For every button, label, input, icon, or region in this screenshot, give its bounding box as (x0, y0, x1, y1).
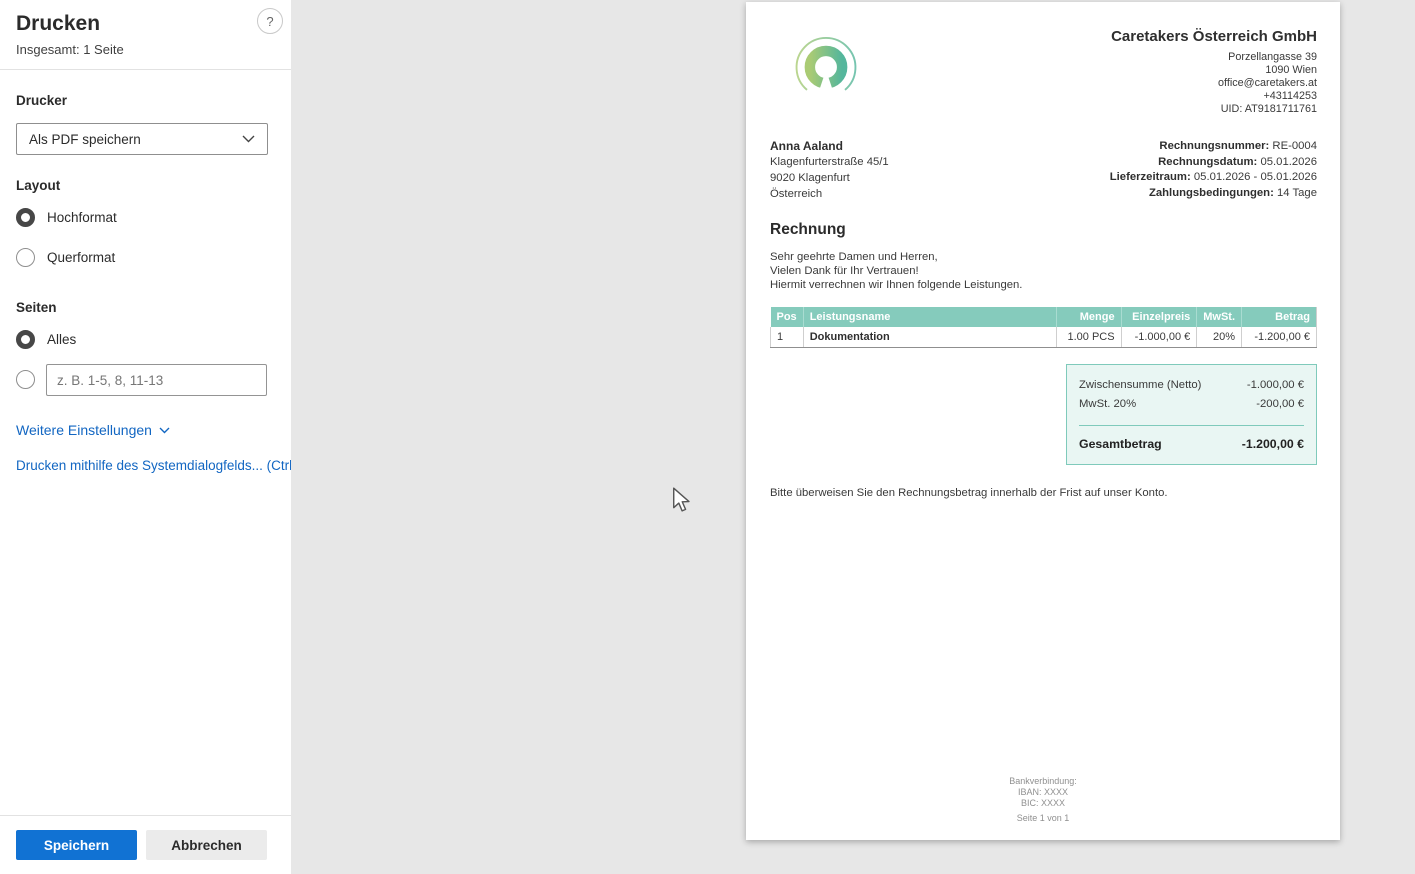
recipient-address-line: 9020 Klagenfurt (770, 171, 850, 184)
invoice-number-label: Rechnungsnummer: (1159, 140, 1270, 152)
document-footer: Bankverbindung: IBAN: XXXX BIC: XXXX Sei… (746, 776, 1340, 824)
pages-section-label: Seiten (16, 300, 57, 315)
print-dialog-sidebar: Drucken Insgesamt: 1 Seite ? Drucker Als… (0, 0, 291, 874)
subtotal-value: -1.000,00 € (1246, 379, 1304, 391)
vat-row: MwSt. 20% -200,00 € (1079, 395, 1304, 414)
footer-iban: IBAN: XXXX (1017, 786, 1069, 797)
radio-landscape-label: Querformat (47, 250, 116, 265)
delivery-period-label: Lieferzeitraum: (1109, 171, 1191, 184)
invoice-number-row: Rechnungsnummer: RE-0004 (1110, 139, 1317, 155)
help-button[interactable]: ? (257, 8, 283, 34)
line-items-table: Pos Leistungsname Menge Einzelpreis MwSt… (770, 307, 1317, 348)
payment-terms-value: 14 Tage (1273, 186, 1317, 199)
more-settings-link[interactable]: Weitere Einstellungen (16, 422, 170, 438)
radio-unselected-icon (16, 370, 35, 389)
divider (1079, 425, 1304, 426)
radio-portrait-label: Hochformat (47, 210, 117, 225)
cell-name: Dokumentation (802, 327, 1057, 348)
grand-total-value: -1.200,00 € (1241, 437, 1304, 451)
footer-line: Bankverbindung: (1009, 776, 1077, 786)
divider (0, 815, 291, 816)
system-dialog-label: Drucken mithilfe des Systemdialogfelds..… (16, 458, 291, 473)
radio-unselected-icon (16, 248, 35, 267)
footer-bic: BIC: XXXX (1020, 797, 1065, 808)
dialog-title: Drucken (16, 12, 101, 35)
grand-total-row: Gesamtbetrag -1.200,00 € (1079, 437, 1304, 451)
company-phone: +43114253 (1263, 90, 1317, 102)
cell-qty: 1.00 PCS (1055, 327, 1122, 348)
recipient-address-line: Klagenfurterstraße 45/1 (770, 156, 889, 168)
layout-section-label: Layout (16, 178, 61, 193)
delivery-period-row: Lieferzeitraum: 05.01.2026 - 05.01.2026 (1110, 170, 1317, 186)
radio-page-range[interactable] (16, 370, 35, 389)
table-row: 1 Dokumentation 1.00 PCS -1.000,00 € 20%… (770, 327, 1317, 348)
payment-note: Bitte überweisen Sie den Rechnungsbetrag… (770, 487, 1168, 499)
mouse-cursor-icon (673, 487, 690, 512)
recipient-block: Anna Aaland Klagenfurterstraße 45/1 9020… (770, 138, 889, 202)
radio-selected-icon (16, 330, 35, 349)
recipient-name: Anna Aaland (770, 139, 843, 153)
divider (0, 69, 291, 70)
printer-selected-value: Als PDF speichern (29, 131, 141, 147)
grand-total-label: Gesamtbetrag (1079, 437, 1162, 451)
cell-unit-price: -1.000,00 € (1120, 327, 1197, 348)
cell-pos: 1 (770, 327, 804, 348)
page-number-label: Seite 1 von 1 (1016, 813, 1070, 824)
vat-label: MwSt. 20% (1079, 397, 1137, 410)
invoice-document: Caretakers Österreich GmbH Porzellangass… (746, 2, 1340, 840)
radio-portrait[interactable]: Hochformat (16, 208, 117, 227)
cancel-button[interactable]: Abbrechen (146, 830, 267, 860)
payment-terms-label: Zahlungsbedingungen: (1148, 186, 1274, 199)
printer-section-label: Drucker (16, 93, 68, 108)
intro-line: Sehr geehrte Damen und Herren, (770, 251, 938, 263)
company-address-line: 1090 Wien (1265, 64, 1317, 76)
radio-all-pages[interactable]: Alles (16, 330, 76, 349)
payment-terms-row: Zahlungsbedingungen: 14 Tage (1110, 186, 1317, 202)
invoice-date-value: 05.01.2026 (1257, 155, 1317, 168)
totals-box: Zwischensumme (Netto) -1.000,00 € MwSt. … (1066, 364, 1317, 465)
col-header-qty: Menge (1055, 307, 1122, 327)
table-header-row: Pos Leistungsname Menge Einzelpreis MwSt… (770, 307, 1317, 327)
invoice-date-label: Rechnungsdatum: (1158, 155, 1258, 168)
intro-line: Hiermit verrechnen wir Ihnen folgende Le… (770, 279, 1023, 292)
company-address-line: Porzellangasse 39 (1228, 51, 1317, 63)
invoice-title: Rechnung (770, 221, 846, 238)
radio-selected-icon (16, 208, 35, 227)
intro-line: Vielen Dank für Ihr Vertrauen! (770, 265, 919, 278)
print-preview-page: Caretakers Österreich GmbH Porzellangass… (746, 2, 1340, 840)
question-mark-icon: ? (266, 13, 274, 29)
company-name: Caretakers Österreich GmbH (1111, 28, 1317, 45)
company-logo-icon (795, 37, 857, 91)
cell-vat: 20% (1196, 327, 1242, 348)
invoice-date-row: Rechnungsdatum: 05.01.2026 (1110, 155, 1317, 171)
col-header-pos: Pos (770, 307, 804, 327)
cell-amount: -1.200,00 € (1241, 327, 1317, 348)
delivery-period-value: 05.01.2026 - 05.01.2026 (1190, 171, 1317, 184)
radio-landscape[interactable]: Querformat (16, 248, 115, 267)
company-uid: UID: AT9181711761 (1220, 103, 1317, 115)
system-dialog-link[interactable]: Drucken mithilfe des Systemdialogfelds..… (16, 458, 291, 473)
invoice-meta-block: Rechnungsnummer: RE-0004 Rechnungsdatum:… (1110, 139, 1317, 201)
total-pages-label: Insgesamt: 1 Seite (16, 42, 124, 57)
recipient-address-line: Österreich (770, 187, 823, 200)
subtotal-row: Zwischensumme (Netto) -1.000,00 € (1079, 376, 1304, 395)
intro-text: Sehr geehrte Damen und Herren, Vielen Da… (770, 250, 1022, 293)
col-header-vat: MwSt. (1196, 307, 1242, 327)
vat-value: -200,00 € (1256, 397, 1304, 410)
col-header-unit-price: Einzelpreis (1120, 307, 1197, 327)
chevron-down-icon (242, 135, 255, 143)
printer-select[interactable]: Als PDF speichern (16, 123, 268, 155)
company-block: Caretakers Österreich GmbH Porzellangass… (1111, 28, 1317, 116)
chevron-down-icon (159, 427, 170, 433)
page-range-input[interactable] (46, 364, 267, 396)
subtotal-label: Zwischensumme (Netto) (1079, 379, 1202, 391)
col-header-amount: Betrag (1241, 307, 1317, 327)
more-settings-label: Weitere Einstellungen (16, 422, 152, 438)
company-email: office@caretakers.at (1218, 77, 1317, 89)
radio-all-pages-label: Alles (47, 332, 77, 347)
col-header-name: Leistungsname (802, 307, 1057, 327)
save-button[interactable]: Speichern (16, 830, 137, 860)
invoice-number-value: RE-0004 (1269, 140, 1317, 152)
